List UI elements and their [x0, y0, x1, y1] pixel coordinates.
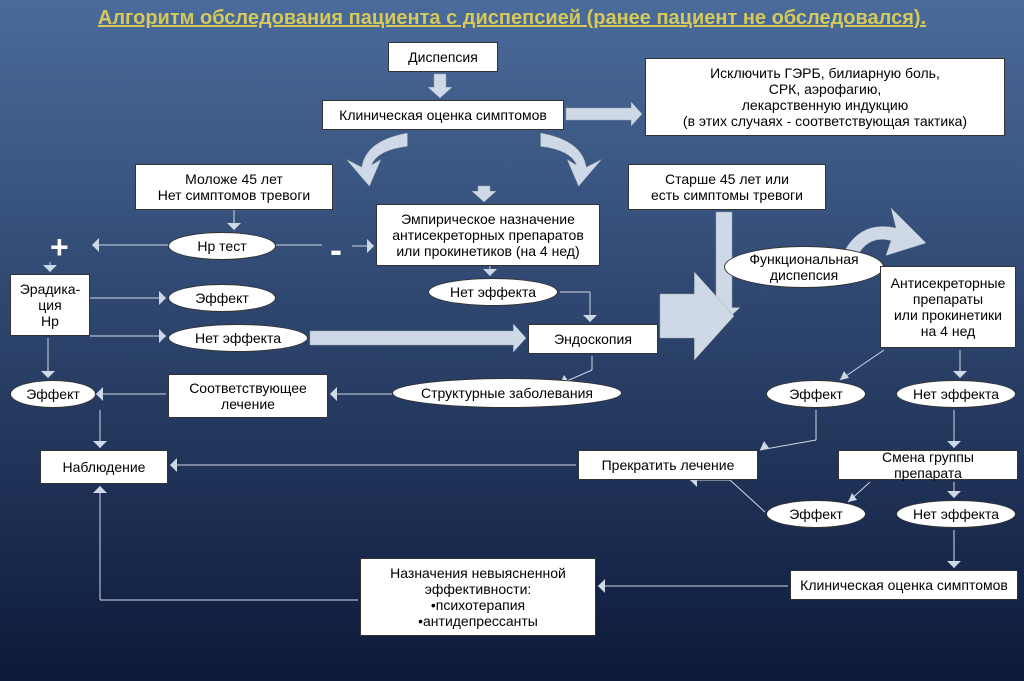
node-n_noeff4: Нет эффекта: [896, 500, 1016, 528]
node-n_eff1: Эффект: [168, 284, 276, 312]
node-n_eff2: Эффект: [10, 380, 96, 408]
minus-sign: -: [330, 229, 342, 271]
node-n_erad: Эрадика- ция Нр: [10, 274, 90, 336]
node-n_young: Моложе 45 лет Нет симптомов тревоги: [135, 164, 333, 210]
node-n_antisec: Антисекреторные препараты или прокинетик…: [880, 266, 1016, 348]
node-n_change: Смена группы препарата: [838, 450, 1018, 480]
node-n_endo: Эндоскопия: [528, 324, 658, 354]
node-n_clin1: Клиническая оценка симптомов: [322, 100, 564, 130]
node-n_obs: Наблюдение: [40, 450, 168, 484]
node-n_hptest: Нр тест: [168, 232, 276, 260]
page-title: Алгоритм обследования пациента с диспепс…: [0, 6, 1024, 30]
node-n_eff3: Эффект: [766, 380, 866, 408]
node-n_noeff_emp: Нет эффекта: [428, 278, 558, 306]
node-n_eff4: Эффект: [766, 500, 866, 528]
plus-sign: +: [50, 229, 69, 266]
node-n_unexpl: Назначения невыясненной эффективности: •…: [360, 558, 596, 636]
node-n_empir: Эмпирическое назначение антисекреторных …: [376, 204, 600, 266]
node-n_old: Старше 45 лет или есть симптомы тревоги: [628, 164, 826, 210]
node-n_struct: Структурные заболевания: [392, 378, 622, 408]
node-n_dysp: Диспепсия: [388, 42, 498, 72]
node-n_stop: Прекратить лечение: [578, 450, 758, 480]
node-n_exclude: Исключить ГЭРБ, билиарную боль, СРК, аэр…: [645, 58, 1005, 136]
node-n_noeff1: Нет эффекта: [168, 324, 308, 352]
node-n_treat: Соответствующее лечение: [168, 374, 328, 418]
node-n_func: Функциональная диспепсия: [724, 246, 884, 288]
node-n_noeff3: Нет эффекта: [896, 380, 1016, 408]
node-n_clin2: Клиническая оценка симптомов: [790, 570, 1018, 600]
